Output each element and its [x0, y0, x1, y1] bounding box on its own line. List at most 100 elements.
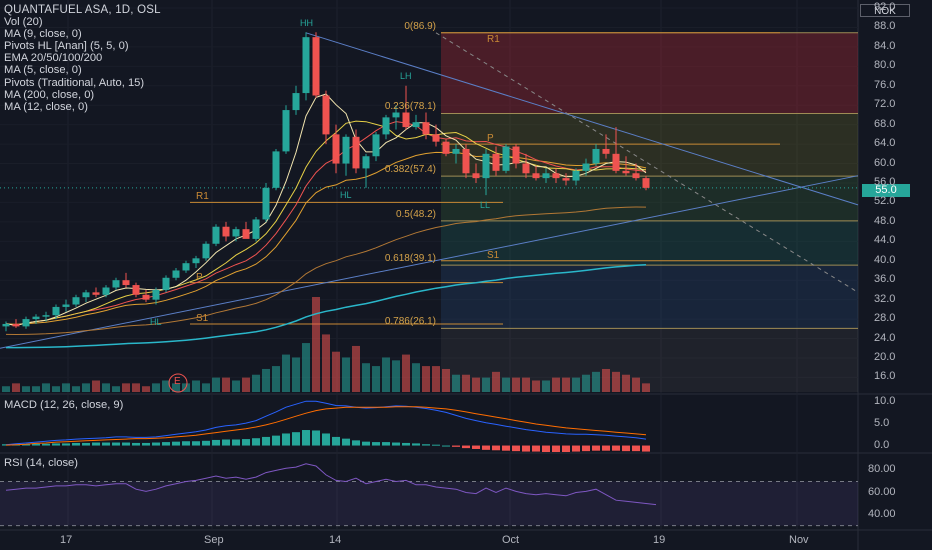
legend-pivots-hl: Pivots HL [Anan] (5, 5, 0)	[4, 40, 129, 53]
candle-body	[182, 263, 190, 271]
macd-histogram-bar	[542, 445, 550, 452]
ema50-line	[5, 206, 647, 336]
macd-histogram-bar	[312, 430, 320, 446]
earnings-marker	[168, 373, 188, 393]
candle-body	[602, 148, 610, 154]
candle-body	[572, 170, 580, 181]
y-axis-tick: 16.0	[874, 370, 896, 383]
pivot-hl-marker: LH	[400, 71, 412, 82]
macd-histogram-bar	[162, 442, 170, 446]
volume-bar	[242, 377, 250, 392]
y-axis-tick: 80.0	[874, 59, 896, 72]
candle-body	[292, 93, 300, 111]
volume-bar	[192, 380, 200, 392]
y-axis-tick: 76.0	[874, 78, 896, 91]
volume-bar	[162, 380, 170, 392]
macd-histogram-bar	[182, 441, 190, 446]
volume-bar	[392, 360, 400, 392]
macd-histogram-bar	[582, 445, 590, 452]
y-axis-tick: 44.0	[874, 234, 896, 247]
fibonacci-retracement[interactable]	[190, 32, 858, 392]
candle-body	[482, 153, 490, 179]
candle-body	[282, 110, 290, 152]
macd-histogram-bar	[442, 445, 450, 447]
macd-histogram-bar	[492, 445, 500, 451]
pivot-hl-marker: HL	[340, 190, 352, 201]
volume-bar	[62, 383, 70, 392]
macd-histogram-bar	[342, 438, 350, 446]
candle-body	[162, 277, 170, 290]
macd-histogram-bar	[252, 438, 260, 446]
candle-body	[172, 270, 180, 278]
macd-histogram-bar	[622, 445, 630, 452]
volume-bar	[322, 334, 330, 392]
volume-bar	[622, 374, 630, 392]
y-axis-tick: 84.0	[874, 39, 896, 52]
volume-bar	[632, 377, 640, 392]
macd-histogram-bar	[242, 439, 250, 446]
volume-bar	[582, 374, 590, 392]
candle-body	[42, 315, 50, 317]
macd-histogram-bar	[422, 444, 430, 446]
candle-body	[242, 229, 250, 239]
candle-body	[462, 148, 470, 174]
volume-bar	[612, 371, 620, 392]
volume-bar	[142, 386, 150, 392]
fib-label: 0.5(48.2)	[395, 208, 436, 220]
indicator-legend[interactable]: QUANTAFUEL ASA, 1D, OSL Vol (20) MA (9, …	[4, 4, 161, 113]
rsi-pane-label[interactable]: RSI (14, close)	[4, 457, 78, 469]
currency-badge[interactable]: NOK	[860, 4, 910, 17]
y-axis-tick: 24.0	[874, 331, 896, 344]
candle-body	[22, 319, 30, 327]
volume-bar	[152, 383, 160, 392]
x-axis-tick-sep: Sep	[204, 534, 224, 546]
symbol-title: QUANTAFUEL ASA, 1D, OSL	[4, 4, 161, 16]
candle-body	[82, 292, 90, 298]
macd-histogram-bar	[502, 445, 510, 451]
volume-bar	[212, 377, 220, 392]
candle-body	[452, 148, 460, 154]
trendlines[interactable]	[0, 32, 859, 349]
macd-histogram-bar	[362, 441, 370, 446]
macd-histogram-bar	[152, 442, 160, 446]
macd-histogram-bar	[462, 445, 470, 449]
macd-histogram-bar	[612, 445, 620, 451]
volume-bar	[422, 366, 430, 392]
macd-histogram-bar	[592, 445, 600, 451]
candle-body	[222, 226, 230, 237]
macd-pane	[2, 400, 650, 452]
macd-pane-label[interactable]: MACD (12, 26, close, 9)	[4, 399, 124, 411]
candle-body	[202, 243, 210, 259]
candle-body	[302, 37, 310, 94]
macd-histogram-bar	[62, 443, 70, 446]
fib-label: 0(86.9)	[404, 20, 436, 32]
fib-zone	[441, 32, 858, 114]
macd-histogram-bar	[482, 445, 490, 450]
volume-bar	[342, 357, 350, 392]
y-axis-tick: 64.0	[874, 137, 896, 150]
macd-histogram-bar	[372, 442, 380, 446]
macd-histogram-bar	[262, 436, 270, 446]
macd-histogram-bar	[92, 442, 100, 446]
volume-bar	[442, 368, 450, 392]
volume-bar	[552, 377, 560, 392]
fib-zone-bottom	[441, 328, 858, 392]
candle-body	[62, 304, 70, 307]
volume-bar	[542, 380, 550, 392]
fib-label: 0.382(57.4)	[384, 164, 436, 176]
volume-bar	[522, 377, 530, 392]
volume-bar	[532, 380, 540, 392]
y-axis-tick: 28.0	[874, 312, 896, 325]
macd-histogram-bar	[72, 442, 80, 446]
candle-body	[632, 173, 640, 179]
legend-ma9: MA (9, close, 0)	[4, 28, 82, 41]
candle-body	[542, 173, 550, 179]
pivot-r1-label: R1	[487, 33, 500, 45]
volume-bar	[172, 383, 180, 392]
candle-body	[612, 153, 620, 171]
macd-histogram-bar	[332, 436, 340, 446]
macd-histogram-bar	[42, 443, 50, 446]
candle-body	[352, 136, 360, 169]
